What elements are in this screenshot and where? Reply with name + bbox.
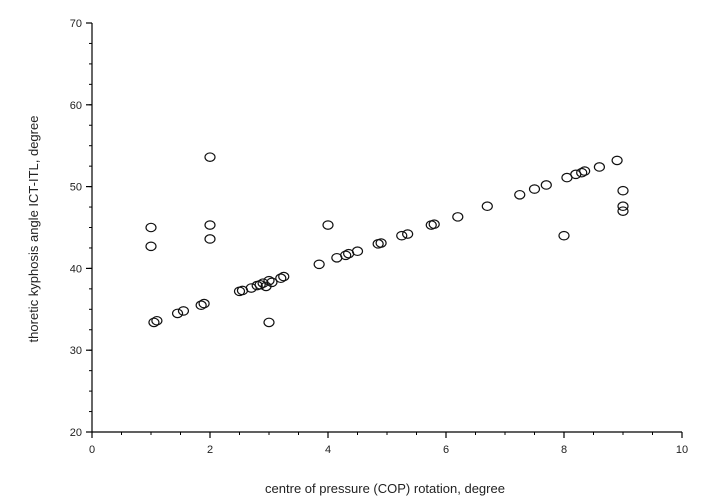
data-point — [204, 234, 216, 244]
data-point — [198, 298, 210, 309]
y-tick-label: 50 — [70, 182, 82, 194]
x-axis-label: centre of pressure (COP) rotation, degre… — [265, 481, 505, 496]
data-point — [254, 279, 266, 290]
data-point — [593, 162, 606, 172]
data-point — [528, 184, 541, 194]
y-axis-label: thoretic kyphosis angle ICT-ITL, degree — [26, 116, 41, 343]
y-tick-label: 20 — [70, 427, 82, 439]
axes — [91, 23, 682, 433]
data-point — [428, 219, 440, 230]
axis-ticks: 0 2 4 6 8 10 20 30 40 50 60 70 — [70, 18, 688, 456]
data-point — [375, 238, 387, 248]
data-point — [263, 317, 275, 328]
x-tick-label: 8 — [561, 444, 567, 456]
x-tick-label: 0 — [89, 444, 95, 456]
data-point — [195, 300, 207, 311]
data-point — [514, 189, 526, 200]
data-point — [340, 250, 352, 261]
data-point — [540, 180, 552, 190]
data-point — [266, 277, 278, 288]
y-tick-label: 40 — [70, 263, 82, 275]
data-point — [177, 306, 190, 316]
x-tick-label: 6 — [443, 444, 449, 456]
data-point — [402, 229, 414, 239]
data-point — [617, 185, 629, 196]
y-tick-label: 60 — [70, 100, 82, 112]
data-point — [322, 220, 334, 230]
data-point — [151, 315, 163, 326]
data-point — [278, 271, 290, 282]
data-point — [257, 278, 269, 288]
data-point — [579, 166, 591, 176]
x-tick-label: 10 — [676, 444, 688, 456]
data-point — [351, 246, 364, 257]
y-tick-label: 70 — [70, 18, 82, 30]
data-point — [452, 212, 464, 222]
data-point — [481, 201, 493, 212]
data-point — [145, 222, 157, 233]
data-point — [558, 230, 570, 241]
data-point — [576, 167, 588, 178]
y-tick-label: 30 — [70, 345, 82, 357]
data-point — [396, 230, 408, 241]
data-point — [617, 206, 629, 216]
data-point — [617, 201, 629, 212]
data-point — [313, 259, 325, 270]
data-point — [204, 220, 216, 230]
data-point — [611, 155, 623, 166]
data-point — [204, 152, 216, 162]
data-point — [171, 308, 184, 319]
data-point — [145, 241, 157, 252]
data-point — [148, 317, 160, 328]
x-tick-label: 4 — [325, 444, 331, 456]
data-point — [263, 275, 275, 286]
data-points — [145, 152, 629, 328]
x-tick-label: 2 — [207, 444, 213, 456]
data-point — [275, 273, 287, 284]
